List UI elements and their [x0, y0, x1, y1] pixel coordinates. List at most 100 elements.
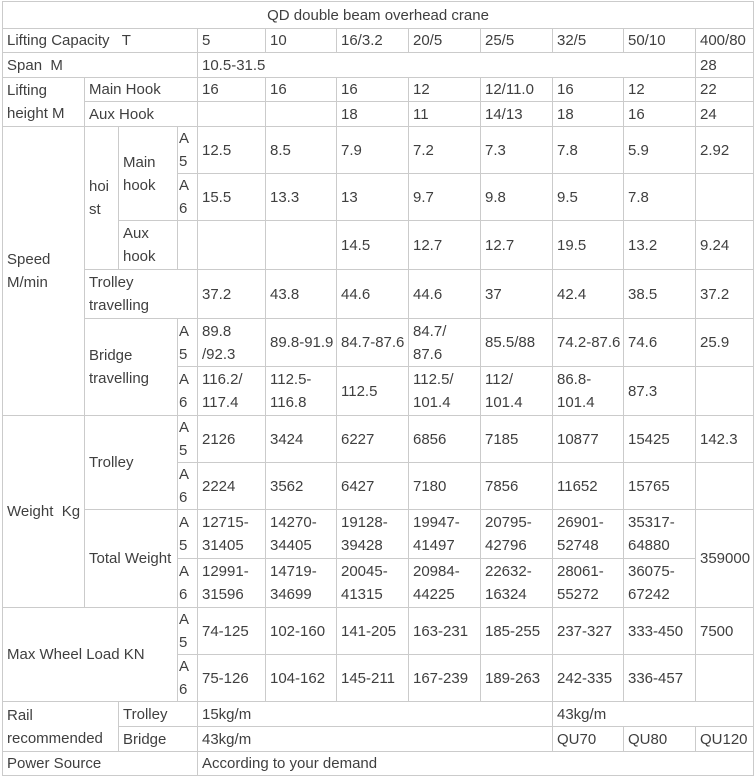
speed-cell: 5.9 — [623, 126, 696, 174]
wheel-load-cell: 185-255 — [480, 607, 553, 655]
speed-aux-hook-label: Aux hook — [118, 220, 178, 270]
speed-cell — [197, 220, 266, 270]
weight-cell: 6427 — [336, 462, 409, 510]
speed-cell: 38.5 — [623, 269, 696, 319]
span-row: Span M 10.5-31.5 28 — [2, 52, 755, 78]
rail-cell: 43kg/m — [551, 701, 755, 727]
total-weight-label: Total Weight — [84, 509, 178, 608]
speed-cell: 84.7-87.6 — [336, 318, 409, 367]
total-weight-a5-row: Total Weight A5 12715- 31405 14270- 3440… — [3, 509, 755, 608]
weight-cell: 10877 — [552, 415, 624, 463]
weight-cell: 26901- 52748 — [552, 509, 624, 559]
rail-cell: QU80 — [623, 726, 696, 752]
speed-cell: 74.2-87.6 — [552, 318, 624, 367]
weight-cell: 2224 — [197, 462, 266, 510]
height-cell: 11 — [408, 101, 481, 127]
weight-cell: 7180 — [408, 462, 481, 510]
capacity-cell: 10 — [265, 28, 337, 53]
speed-cell: 19.5 — [552, 220, 624, 270]
weight-cell: 20795- 42796 — [480, 509, 553, 559]
weight-cell: 15765 — [623, 462, 696, 510]
power-source-label: Power Source — [2, 751, 198, 776]
height-cell: 24 — [694, 101, 755, 127]
speed-cell: 112.5/ 101.4 — [408, 366, 481, 416]
trolley-travelling-row: Trolley travelling 37.2 43.8 44.6 44.6 3… — [3, 269, 755, 319]
rail-label: Rail recommended — [2, 701, 119, 752]
weight-cell: 14719- 34699 — [265, 558, 337, 608]
speed-cell: 2.92 — [694, 126, 755, 174]
capacity-cell: 20/5 — [408, 28, 481, 53]
weight-cell: 7185 — [480, 415, 553, 463]
weight-cell: 14270- 34405 — [265, 509, 337, 559]
speed-cell: 12.7 — [408, 220, 481, 270]
weight-cell: 359000 — [694, 509, 755, 608]
speed-cell — [694, 366, 755, 416]
height-cell: 22 — [694, 77, 755, 102]
wheel-load-cell: 145-211 — [336, 654, 409, 702]
hoist-label: hoist — [84, 126, 119, 270]
weight-trolley-a5-row: Weight Kg Trolley A5 2126 3424 6227 6856… — [2, 415, 755, 608]
height-cell: 18 — [336, 101, 409, 127]
wheel-load-cell: 242-335 — [552, 654, 624, 702]
height-cell: 12/11.0 — [480, 77, 553, 102]
speed-cell: 7.8 — [552, 126, 624, 174]
capacity-cell: 400/80 — [694, 28, 755, 53]
height-cell: 16 — [623, 101, 696, 127]
speed-cell: 7.2 — [408, 126, 481, 174]
speed-cell: 86.8- 101.4 — [552, 366, 624, 416]
height-cell: 16 — [197, 77, 266, 102]
speed-cell: 37 — [480, 269, 553, 319]
speed-label: Speed M/min — [2, 126, 85, 416]
a6-label: A6 — [177, 558, 198, 608]
speed-cell: 7.8 — [623, 173, 696, 221]
weight-label: Weight Kg — [2, 415, 85, 608]
speed-cell: 74.6 — [623, 318, 696, 367]
speed-cell: 44.6 — [336, 269, 409, 319]
rail-cell: QU70 — [552, 726, 624, 752]
weight-trolley-label: Trolley — [84, 415, 178, 510]
table-title: QD double beam overhead crane — [1, 1, 755, 29]
weight-cell: 28061- 55272 — [552, 558, 624, 608]
rail-trolley-label: Trolley — [118, 701, 198, 727]
a5-label: A5 — [177, 318, 198, 367]
power-source-value: According to your demand — [196, 751, 755, 776]
a5-label: A5 — [177, 415, 198, 463]
wheel-load-cell: 237-327 — [552, 607, 624, 655]
height-cell: 16 — [552, 77, 624, 102]
speed-cell: 14.5 — [336, 220, 409, 270]
height-cell: 14/13 — [480, 101, 553, 127]
a6-label: A6 — [177, 654, 198, 702]
wheel-load-cell: 104-162 — [265, 654, 337, 702]
height-cell: 18 — [552, 101, 624, 127]
speed-cell: 7.3 — [480, 126, 553, 174]
speed-cell: 43.8 — [265, 269, 337, 319]
weight-cell — [694, 462, 755, 510]
a5-label: A5 — [177, 607, 198, 655]
speed-cell: 84.7/ 87.6 — [408, 318, 481, 367]
height-cell — [197, 101, 266, 127]
capacity-cell: 16/3.2 — [336, 28, 409, 53]
total-weight-a6-row: A6 12991- 31596 14719- 34699 20045- 4131… — [3, 558, 754, 608]
weight-cell: 6856 — [408, 415, 481, 463]
speed-cell: 8.5 — [265, 126, 337, 174]
weight-cell: 3562 — [265, 462, 337, 510]
wheel-load-cell: 141-205 — [336, 607, 409, 655]
rail-cell: QU120 — [694, 726, 755, 752]
height-cell: 16 — [336, 77, 409, 102]
speed-cell: 13.2 — [623, 220, 696, 270]
empty-cell — [177, 220, 198, 270]
speed-cell: 87.3 — [623, 366, 696, 416]
weight-cell: 2126 — [197, 415, 266, 463]
a5-label: A5 — [177, 509, 198, 559]
span-value-cell: 28 — [694, 52, 755, 78]
speed-cell: 9.8 — [480, 173, 553, 221]
capacity-label: Lifting Capacity T — [2, 28, 198, 53]
wheel-load-cell: 336-457 — [623, 654, 696, 702]
weight-cell: 11652 — [552, 462, 624, 510]
span-label: Span M — [2, 52, 198, 78]
speed-main-hook-a5-row: Speed M/min hoist Main hook A5 12.5 8.5 … — [2, 126, 755, 416]
speed-cell: 13 — [336, 173, 409, 221]
capacity-cell: 50/10 — [623, 28, 696, 53]
speed-cell: 89.8-91.9 — [265, 318, 337, 367]
